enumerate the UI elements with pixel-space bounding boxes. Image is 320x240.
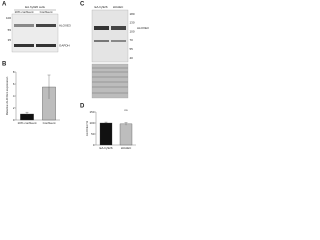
panel-label: C	[80, 2, 85, 8]
marker-label: 55	[8, 28, 12, 32]
y-tick-label: 150	[89, 110, 94, 114]
band-label: ALOXE3	[59, 23, 71, 27]
panel-label: A	[2, 2, 7, 8]
y-tick-label: 2	[13, 106, 15, 110]
blot-band	[14, 24, 34, 27]
blot-header: EA.hy926 cells	[25, 5, 45, 9]
blot-band	[94, 40, 109, 42]
lane-label: Confluent	[40, 10, 53, 14]
page: {"panels": {"a": "A", "b": "B", "c": "C"…	[0, 0, 150, 169]
y-tick-label: 0	[13, 118, 15, 122]
x-tick-label: 10% confluent	[17, 121, 36, 125]
y-tick-label: 0	[93, 143, 95, 147]
lane-label: HUAEC	[113, 5, 124, 9]
y-tick-label: 50	[91, 132, 95, 136]
stain-lanes	[92, 67, 128, 94]
lane-label: 10% confluent	[14, 10, 33, 14]
blot-band	[94, 26, 109, 30]
blot-band	[111, 26, 126, 30]
marker-label: 180	[130, 12, 135, 16]
y-tick-label: 4	[13, 94, 15, 98]
blot-band	[36, 44, 56, 47]
marker-label: 40	[130, 56, 134, 60]
marker-label: 70	[130, 38, 134, 42]
panel-label: B	[2, 62, 7, 68]
marker-label: 55	[130, 47, 134, 51]
blot-band	[14, 44, 34, 47]
y-axis-label: ALOXE3 %	[85, 121, 89, 137]
x-tick-label: HUAEC	[121, 146, 132, 150]
figure: A B C D EA.hy926 cells 10% confluent Conf…	[2, 2, 149, 150]
blot-band	[36, 24, 56, 27]
x-tick-label: Confluent	[43, 121, 56, 125]
y-axis-label: Relative ALOXE3 expression	[5, 76, 9, 115]
marker-label: 100	[6, 16, 11, 20]
band-label: GAPDH	[59, 43, 70, 47]
lane-label: EA.hy926	[94, 5, 107, 9]
y-tick-label: 6	[13, 82, 15, 86]
bar	[119, 123, 133, 146]
blot-c	[91, 9, 129, 63]
y-tick-label: 8	[13, 70, 15, 74]
panel-label: D	[80, 104, 85, 110]
annotation: ns	[124, 108, 128, 112]
blot-band	[111, 40, 126, 42]
marker-label: 100	[130, 29, 135, 33]
total-protein-stain	[91, 63, 129, 99]
bar	[99, 122, 113, 146]
x-tick-label: EA.hy926	[99, 146, 112, 150]
marker-label: 130	[130, 21, 135, 25]
y-tick-label: 100	[89, 121, 94, 125]
band-label: ALOXE3	[137, 26, 149, 30]
marker-label: 35	[8, 38, 12, 42]
